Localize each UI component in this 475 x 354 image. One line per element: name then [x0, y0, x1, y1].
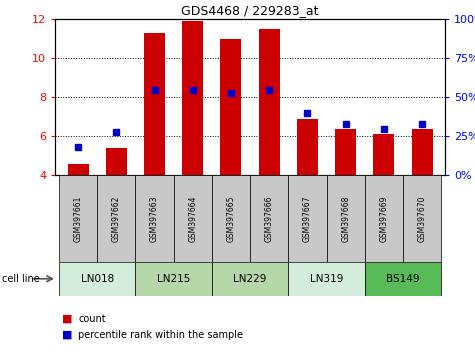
Bar [212, 262, 288, 296]
Bar [67, 164, 88, 175]
Bar [106, 148, 127, 175]
Text: GSM397670: GSM397670 [418, 195, 427, 242]
Bar [220, 39, 241, 175]
Bar [297, 119, 318, 175]
Bar [365, 175, 403, 262]
Text: LN215: LN215 [157, 274, 190, 284]
Bar [288, 175, 326, 262]
Text: GSM397661: GSM397661 [74, 195, 83, 242]
Text: GSM397666: GSM397666 [265, 195, 274, 242]
Text: ■: ■ [62, 314, 72, 324]
Bar [97, 175, 135, 262]
Bar [335, 129, 356, 175]
Text: GSM397669: GSM397669 [380, 195, 389, 242]
Bar [365, 262, 441, 296]
Bar [174, 175, 212, 262]
Bar [135, 175, 174, 262]
Text: count: count [78, 314, 106, 324]
Bar [182, 22, 203, 175]
Bar [250, 175, 288, 262]
Text: GSM397668: GSM397668 [341, 195, 350, 242]
Text: GSM397664: GSM397664 [188, 195, 197, 242]
Bar [403, 175, 441, 262]
Bar [59, 262, 135, 296]
Bar [59, 175, 97, 262]
Text: LN018: LN018 [81, 274, 114, 284]
Bar [135, 262, 212, 296]
Text: LN319: LN319 [310, 274, 343, 284]
Text: GSM397667: GSM397667 [303, 195, 312, 242]
Text: BS149: BS149 [386, 274, 420, 284]
Text: GSM397663: GSM397663 [150, 195, 159, 242]
Bar [259, 29, 280, 175]
Bar [326, 175, 365, 262]
Bar [212, 175, 250, 262]
Text: GSM397665: GSM397665 [227, 195, 236, 242]
Bar [144, 33, 165, 175]
Text: cell line: cell line [2, 274, 40, 284]
Bar [288, 262, 365, 296]
Bar [412, 129, 433, 175]
Text: GSM397662: GSM397662 [112, 195, 121, 242]
Bar [373, 135, 394, 175]
Text: LN229: LN229 [233, 274, 267, 284]
Text: percentile rank within the sample: percentile rank within the sample [78, 330, 243, 339]
Text: ■: ■ [62, 330, 72, 339]
Title: GDS4468 / 229283_at: GDS4468 / 229283_at [181, 4, 319, 17]
